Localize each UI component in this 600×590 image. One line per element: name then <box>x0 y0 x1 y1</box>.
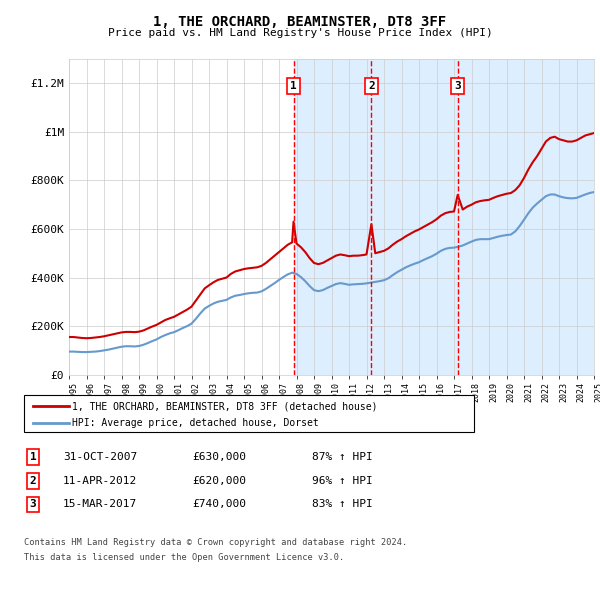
Text: Price paid vs. HM Land Registry's House Price Index (HPI): Price paid vs. HM Land Registry's House … <box>107 28 493 38</box>
Text: 1, THE ORCHARD, BEAMINSTER, DT8 3FF: 1, THE ORCHARD, BEAMINSTER, DT8 3FF <box>154 15 446 29</box>
Text: 1, THE ORCHARD, BEAMINSTER, DT8 3FF (detached house): 1, THE ORCHARD, BEAMINSTER, DT8 3FF (det… <box>72 401 377 411</box>
Text: HPI: Average price, detached house, Dorset: HPI: Average price, detached house, Dors… <box>72 418 319 428</box>
Text: 83% ↑ HPI: 83% ↑ HPI <box>312 500 373 509</box>
Bar <box>458 59 594 375</box>
Text: 3: 3 <box>454 81 461 91</box>
Text: £630,000: £630,000 <box>192 453 246 462</box>
Text: This data is licensed under the Open Government Licence v3.0.: This data is licensed under the Open Gov… <box>24 553 344 562</box>
Text: 1: 1 <box>290 81 297 91</box>
Text: Contains HM Land Registry data © Crown copyright and database right 2024.: Contains HM Land Registry data © Crown c… <box>24 538 407 547</box>
Text: £620,000: £620,000 <box>192 476 246 486</box>
Text: 2: 2 <box>29 476 37 486</box>
Text: 31-OCT-2007: 31-OCT-2007 <box>63 453 137 462</box>
Text: 87% ↑ HPI: 87% ↑ HPI <box>312 453 373 462</box>
Text: 3: 3 <box>29 500 37 509</box>
Text: £740,000: £740,000 <box>192 500 246 509</box>
Text: 11-APR-2012: 11-APR-2012 <box>63 476 137 486</box>
Text: 2: 2 <box>368 81 375 91</box>
Text: 15-MAR-2017: 15-MAR-2017 <box>63 500 137 509</box>
Text: 1: 1 <box>29 453 37 462</box>
Text: 96% ↑ HPI: 96% ↑ HPI <box>312 476 373 486</box>
Bar <box>293 59 371 375</box>
Bar <box>371 59 458 375</box>
